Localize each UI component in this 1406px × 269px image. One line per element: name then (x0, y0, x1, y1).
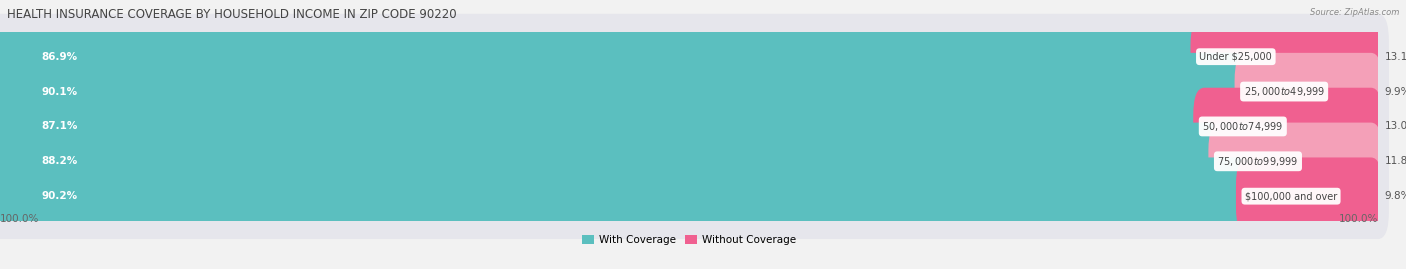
Text: 13.0%: 13.0% (1385, 121, 1406, 132)
Text: Source: ZipAtlas.com: Source: ZipAtlas.com (1309, 8, 1399, 17)
FancyBboxPatch shape (1194, 88, 1382, 165)
FancyBboxPatch shape (0, 18, 1202, 95)
Text: 13.1%: 13.1% (1385, 52, 1406, 62)
Text: 100.0%: 100.0% (1339, 214, 1378, 224)
Text: $100,000 and over: $100,000 and over (1244, 191, 1337, 201)
FancyBboxPatch shape (0, 49, 1389, 134)
Text: $75,000 to $99,999: $75,000 to $99,999 (1218, 155, 1299, 168)
FancyBboxPatch shape (0, 157, 1247, 235)
Text: $25,000 to $49,999: $25,000 to $49,999 (1243, 85, 1324, 98)
Text: 90.2%: 90.2% (41, 191, 77, 201)
FancyBboxPatch shape (0, 14, 1389, 100)
Text: $50,000 to $74,999: $50,000 to $74,999 (1202, 120, 1284, 133)
Text: 100.0%: 100.0% (0, 214, 39, 224)
Text: 9.8%: 9.8% (1385, 191, 1406, 201)
FancyBboxPatch shape (0, 53, 1246, 130)
Text: 87.1%: 87.1% (41, 121, 77, 132)
FancyBboxPatch shape (1191, 18, 1382, 95)
FancyBboxPatch shape (1208, 123, 1382, 200)
FancyBboxPatch shape (0, 88, 1205, 165)
Text: 88.2%: 88.2% (41, 156, 77, 166)
Text: 11.8%: 11.8% (1385, 156, 1406, 166)
FancyBboxPatch shape (0, 153, 1389, 239)
FancyBboxPatch shape (0, 123, 1219, 200)
Legend: With Coverage, Without Coverage: With Coverage, Without Coverage (578, 231, 800, 249)
FancyBboxPatch shape (1234, 53, 1382, 130)
Text: 90.1%: 90.1% (41, 87, 77, 97)
FancyBboxPatch shape (0, 118, 1389, 204)
Text: HEALTH INSURANCE COVERAGE BY HOUSEHOLD INCOME IN ZIP CODE 90220: HEALTH INSURANCE COVERAGE BY HOUSEHOLD I… (7, 8, 457, 21)
FancyBboxPatch shape (0, 84, 1389, 169)
Text: 86.9%: 86.9% (41, 52, 77, 62)
Text: Under $25,000: Under $25,000 (1199, 52, 1272, 62)
FancyBboxPatch shape (1236, 157, 1382, 235)
Text: 9.9%: 9.9% (1385, 87, 1406, 97)
